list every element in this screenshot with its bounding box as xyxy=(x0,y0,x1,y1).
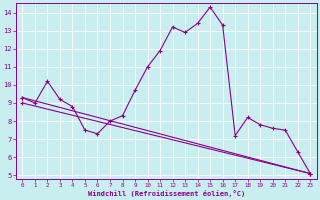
X-axis label: Windchill (Refroidissement éolien,°C): Windchill (Refroidissement éolien,°C) xyxy=(88,190,245,197)
